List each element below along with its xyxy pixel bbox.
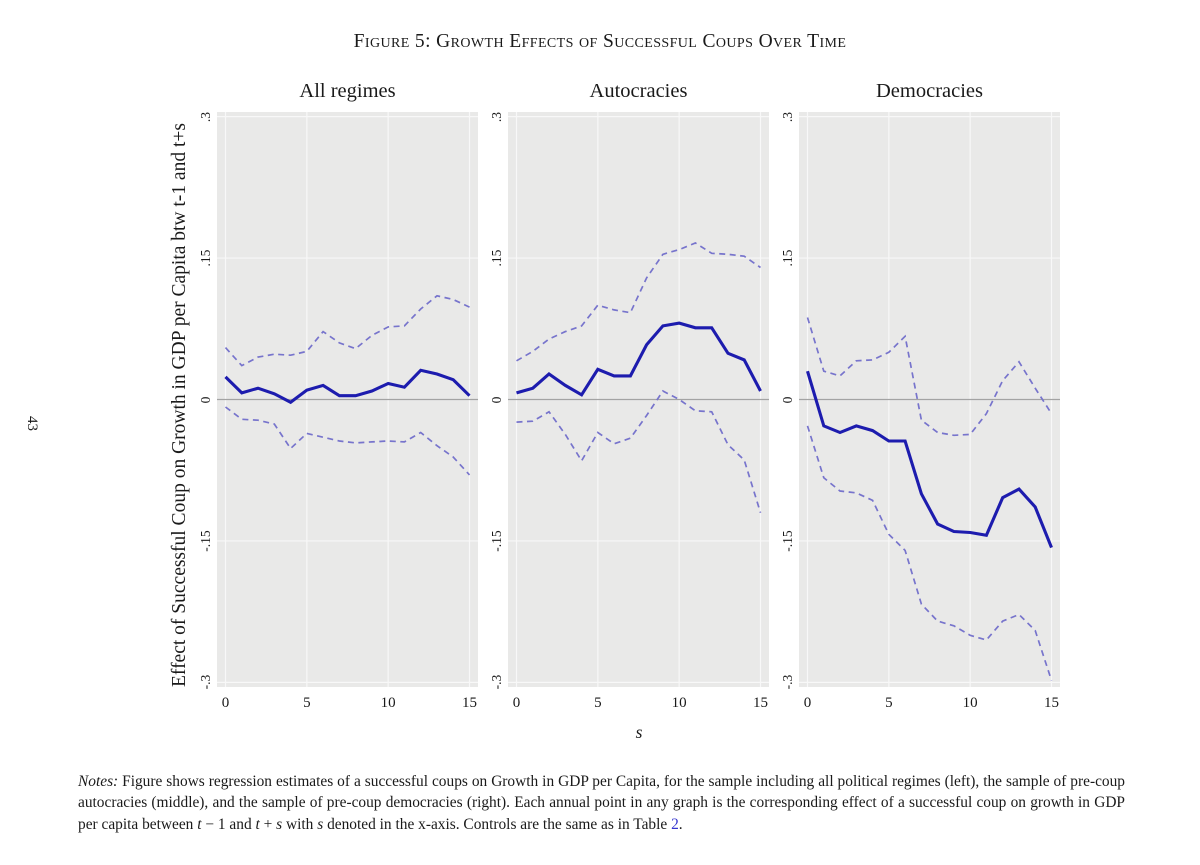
notes-var-s: s — [276, 815, 283, 833]
y-tick-label: .15 — [780, 249, 795, 267]
ci-lower-line — [806, 425, 1053, 681]
panel-title-democracies: Democracies — [876, 80, 983, 102]
plot-area-autocracies: .3.15 0 -.15 -.3 0 5 10 15 — [489, 112, 769, 711]
notes-label: Notes: — [78, 773, 119, 791]
plot-area-democracies: .3.15 0 -.15 -.3 0 5 10 15 — [780, 112, 1060, 711]
x-axis-label: s — [635, 722, 643, 742]
figure-title: Figure 5: Growth Effects of Successful C… — [353, 31, 847, 52]
x-tick-label: 15 — [462, 695, 477, 711]
panel-all-regimes: All regimes .3.15 0 -.15 -.3 0 5 10 15 — [198, 0, 478, 865]
y-tick-label: 0 — [489, 396, 504, 403]
panel-title-autocracies: Autocracies — [589, 80, 688, 102]
y-axis-label: Effect of Successful Coup on Growth in G… — [169, 123, 190, 687]
x-tick-label: 5 — [594, 695, 602, 711]
panel-democracies: Democracies .3.15 0 -.15 -.3 0 5 10 15 — [780, 0, 1060, 865]
ci-upper-line — [806, 317, 1053, 437]
y-tick-label: -.15 — [489, 530, 504, 552]
chart-svg — [799, 112, 1060, 687]
x-tick-label: 0 — [221, 695, 230, 711]
page-number: 43 — [24, 416, 40, 431]
y-tick-label: -.15 — [198, 530, 213, 552]
y-tick-label: .3 — [780, 111, 795, 122]
estimate-line — [806, 370, 1053, 549]
notes-text: . — [678, 815, 683, 833]
panel-title-all-regimes: All regimes — [299, 80, 396, 102]
estimate-line — [516, 321, 762, 397]
ci-lower-line — [516, 389, 762, 513]
notes-text: + — [259, 815, 277, 833]
chart-svg — [508, 112, 769, 687]
x-tick-label: 10 — [671, 695, 687, 711]
table-2-link[interactable]: 2 — [671, 815, 679, 833]
notes-var-s: s — [317, 815, 324, 833]
notes-text: − 1 and — [201, 815, 256, 833]
x-tick-label: 10 — [380, 695, 396, 711]
y-tick-label: .3 — [489, 111, 504, 122]
ci-lower-line — [224, 406, 471, 476]
y-tick-label: .15 — [198, 249, 213, 267]
x-tick-label: 5 — [303, 695, 311, 711]
y-tick-label: -.15 — [780, 530, 795, 552]
y-tick-label: .3 — [198, 111, 213, 122]
y-tick-label: 0 — [780, 396, 795, 403]
figure-notes: Notes: Figure shows regression estimates… — [78, 771, 1125, 834]
x-tick-label: 0 — [803, 695, 812, 711]
y-tick-label: 0 — [198, 396, 213, 403]
ci-upper-line — [516, 242, 761, 362]
plot-area-all-regimes: .3.15 0 -.15 -.3 0 5 10 15 — [198, 112, 478, 711]
x-tick-label: 0 — [512, 695, 521, 711]
estimate-line — [224, 368, 471, 405]
y-tick-label: .15 — [489, 249, 504, 267]
x-tick-label: 15 — [753, 695, 768, 711]
x-tick-label: 10 — [962, 695, 978, 711]
ci-upper-line — [224, 294, 470, 367]
notes-text: denoted in the x-axis. Controls are the … — [323, 815, 672, 833]
notes-text: Figure shows regression estimates of a s… — [78, 773, 1125, 833]
x-tick-label: 15 — [1044, 695, 1059, 711]
notes-var-t: t — [197, 815, 202, 833]
panel-autocracies: Autocracies .3.15 0 -.15 -.3 0 5 10 15 — [489, 0, 769, 865]
notes-var-t: t — [255, 815, 260, 833]
x-tick-label: 5 — [885, 695, 893, 711]
chart-svg — [217, 112, 478, 687]
notes-text: with — [282, 815, 318, 833]
